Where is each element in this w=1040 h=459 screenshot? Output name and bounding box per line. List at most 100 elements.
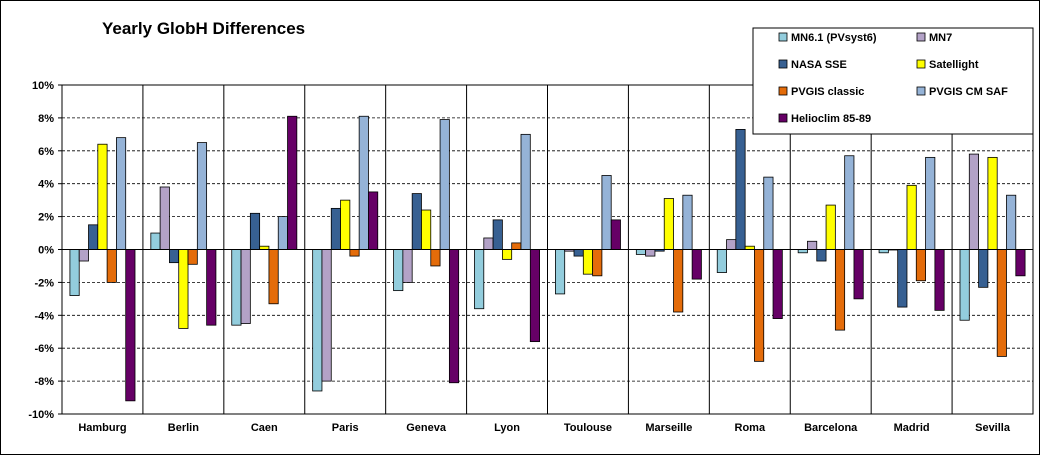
bar: [88, 224, 99, 250]
legend-label: Helioclim 85-89: [791, 113, 871, 125]
x-tick-label: Marseille: [645, 422, 692, 434]
bar: [448, 249, 460, 384]
bar: [592, 249, 603, 277]
bar: [834, 249, 846, 331]
bar: [474, 249, 485, 310]
bar: [996, 249, 1007, 357]
bar: [187, 249, 198, 265]
x-tick-label: Paris: [332, 422, 359, 434]
y-tick-label: -10%: [28, 409, 54, 421]
legend-swatch: [778, 113, 788, 123]
bar: [772, 249, 783, 319]
bar: [925, 156, 936, 250]
bar: [1006, 194, 1017, 250]
bar: [287, 115, 298, 250]
bar: [106, 249, 117, 283]
x-tick-label: Toulouse: [564, 422, 612, 434]
bar: [582, 249, 594, 275]
bar: [968, 153, 979, 250]
x-tick-label: Berlin: [168, 422, 199, 434]
y-tick-label: -8%: [34, 376, 54, 388]
x-tick-label: Madrid: [894, 422, 930, 434]
bar: [906, 184, 917, 250]
bar: [69, 249, 80, 296]
y-tick-label: 4%: [38, 179, 54, 191]
bar: [330, 207, 341, 250]
bar: [529, 249, 540, 343]
y-tick-label: 8%: [38, 113, 54, 125]
bar: [393, 249, 404, 292]
bar: [853, 249, 864, 300]
bar: [816, 249, 827, 262]
bar: [268, 249, 279, 305]
bar: [78, 249, 89, 262]
bar: [663, 198, 674, 250]
legend: MN6.1 (PVsyst6) MN7 NASA SSE Satellight PVGI…: [752, 27, 1034, 135]
bar: [735, 129, 746, 250]
y-tick-label: -4%: [34, 310, 54, 322]
bar: [321, 249, 332, 382]
bar: [763, 176, 774, 250]
legend-label: MN6.1 (PVsyst6): [791, 32, 877, 44]
y-tick-label: 0%: [38, 245, 54, 257]
x-tick-label: Caen: [251, 422, 278, 434]
legend-swatch: [778, 86, 788, 96]
bar: [555, 249, 566, 295]
bar: [178, 249, 189, 329]
bar: [421, 209, 432, 250]
bar: [978, 249, 989, 288]
bar: [915, 249, 926, 282]
x-tick-label: Geneva: [406, 422, 447, 434]
y-tick-label: 10%: [32, 80, 54, 92]
bar: [682, 194, 693, 250]
bar: [501, 249, 513, 260]
legend-swatch: [778, 32, 788, 42]
bar: [240, 249, 251, 324]
bar: [897, 249, 908, 308]
bar: [520, 133, 531, 250]
legend-swatch: [778, 59, 788, 69]
bar: [511, 242, 522, 250]
bar: [716, 249, 727, 273]
bar: [934, 249, 945, 311]
bar: [844, 155, 855, 250]
y-tick-label: 2%: [38, 212, 54, 224]
bar: [726, 239, 737, 250]
bar: [97, 143, 108, 250]
bar: [673, 249, 684, 313]
bars-layer: [69, 115, 1026, 402]
bar: [430, 249, 441, 267]
bar: [691, 249, 702, 280]
bar: [439, 119, 450, 250]
x-tick-label: Lyon: [494, 422, 520, 434]
bar: [754, 249, 765, 362]
legend-label: NASA SSE: [791, 59, 847, 71]
legend-swatch: [916, 59, 926, 69]
legend-swatch: [916, 86, 926, 96]
chart-title: Yearly GlobH Differences: [102, 19, 305, 38]
bar: [349, 249, 360, 257]
bar: [150, 232, 161, 250]
legend-label: PVGIS classic: [791, 86, 864, 98]
bar: [483, 237, 494, 250]
bar: [610, 219, 621, 250]
legend-label: PVGIS CM SAF: [929, 86, 1008, 98]
bar: [492, 219, 503, 250]
bar: [645, 249, 656, 257]
bar: [402, 249, 413, 283]
bar: [1015, 249, 1026, 277]
bar: [573, 249, 584, 257]
bar: [231, 249, 242, 326]
bar: [635, 249, 647, 255]
bar: [807, 240, 818, 250]
bar: [116, 137, 127, 250]
y-tick-label: -2%: [34, 277, 54, 289]
x-tick-label: Barcelona: [804, 422, 858, 434]
bar: [358, 115, 369, 250]
legend-swatch: [916, 32, 926, 42]
bar: [206, 249, 217, 326]
x-tick-label: Roma: [735, 422, 766, 434]
bar: [196, 142, 208, 250]
